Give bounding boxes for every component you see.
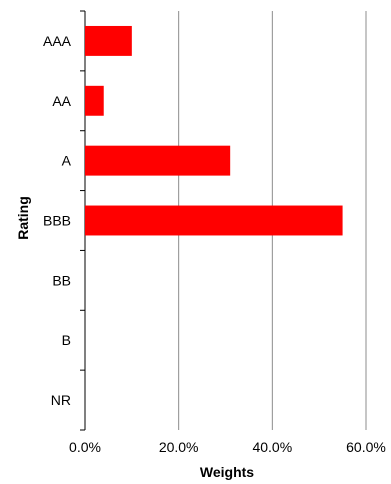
y-tick-label: BBB xyxy=(43,213,71,229)
x-tick-label: 20.0% xyxy=(159,439,199,455)
y-tick-label: BB xyxy=(52,272,71,288)
y-tick-label: B xyxy=(62,332,71,348)
bar-aa xyxy=(85,85,104,116)
x-tick-label: 40.0% xyxy=(252,439,292,455)
y-tick-label: NR xyxy=(51,392,71,408)
y-axis-title: Rating xyxy=(15,196,31,240)
y-axis-ticks xyxy=(80,10,85,431)
y-tick-label: A xyxy=(62,153,72,169)
x-axis-title: Weights xyxy=(200,464,254,480)
x-tick-label: 0.0% xyxy=(69,439,101,455)
bar-bbb xyxy=(85,205,343,236)
x-tick-label: 60.0% xyxy=(346,439,386,455)
bar-aaa xyxy=(85,25,132,56)
x-tick-labels: 0.0% 20.0% 40.0% 60.0% xyxy=(69,439,386,455)
y-tick-label: AAA xyxy=(43,33,72,49)
bar-a xyxy=(85,145,231,176)
y-tick-label: AA xyxy=(52,93,71,109)
bars xyxy=(85,25,343,236)
